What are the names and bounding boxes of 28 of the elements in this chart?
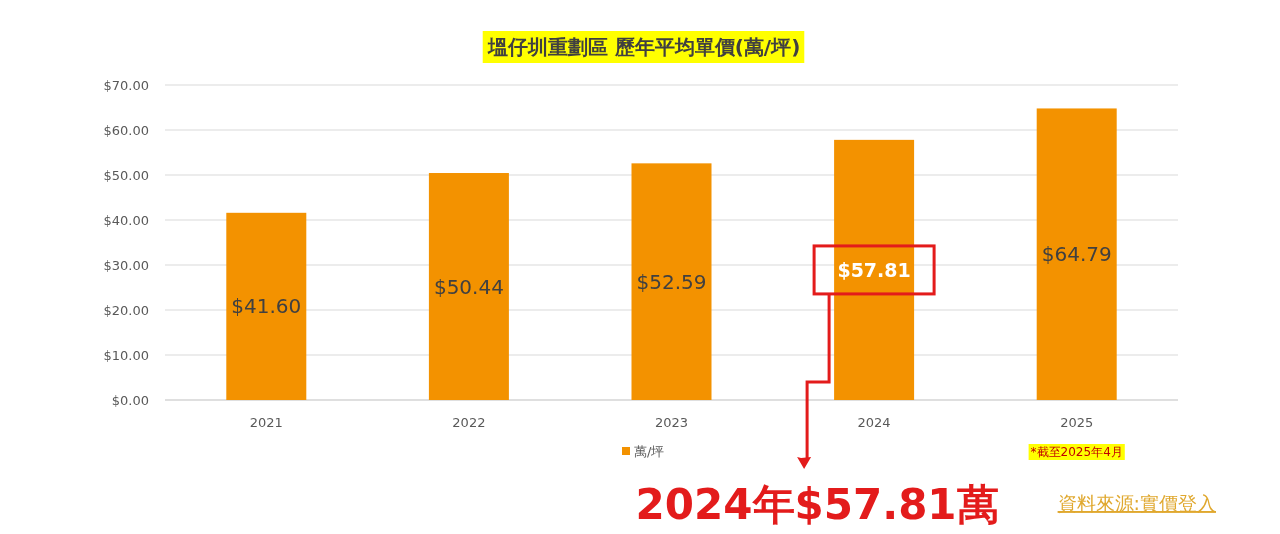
y-tick-label: $10.00 xyxy=(103,348,149,363)
text: *截至2025年4月 xyxy=(1030,445,1123,459)
data-label: $52.59 xyxy=(636,269,707,294)
y-tick-label: $30.00 xyxy=(103,258,149,273)
x-tick-label: 2021 xyxy=(249,415,283,430)
legend-label: 萬/坪 xyxy=(634,444,665,459)
y-tick-label: $20.00 xyxy=(103,303,149,318)
text: 2024年$57.81萬 xyxy=(635,480,999,529)
bar xyxy=(428,173,509,400)
bar xyxy=(834,139,915,400)
data-label: $41.60 xyxy=(231,294,302,319)
y-tick-label: $60.00 xyxy=(103,123,149,138)
bar xyxy=(1036,108,1117,400)
x-tick-label: 2022 xyxy=(452,415,486,430)
x-tick-label: 2023 xyxy=(654,415,689,430)
y-tick-label: $50.00 xyxy=(103,168,149,183)
data-label: $50.44 xyxy=(433,274,504,299)
data-label: $64.79 xyxy=(1041,242,1112,267)
x-tick-label: 2025 xyxy=(1060,415,1094,430)
x-tick-label: 2024 xyxy=(857,415,891,430)
bar xyxy=(226,212,307,400)
source-note: 資料來源:實價登入 xyxy=(1057,492,1216,514)
y-tick-label: $40.00 xyxy=(103,213,149,228)
y-tick-label: $70.00 xyxy=(103,78,149,93)
data-label: $57.81 xyxy=(837,258,911,281)
bar xyxy=(631,163,712,400)
y-tick-label: $0.00 xyxy=(111,393,149,408)
chart-title: 塭仔圳重劃區 歷年平均單價(萬/坪) xyxy=(486,35,801,59)
